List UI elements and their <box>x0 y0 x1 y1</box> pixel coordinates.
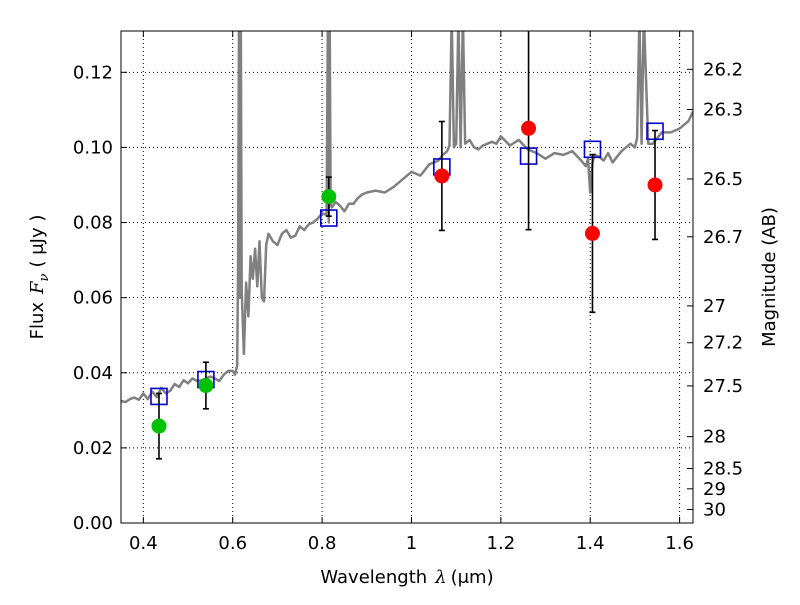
axis-ticks: 0.4 0.6 0.8 1 1.2 1.4 1.6 0.00 0.02 0.04 0.06 0.08 0… <box>73 31 743 554</box>
x-axis-label-unit: (μm) <box>451 567 494 588</box>
spectrum-line <box>121 31 693 404</box>
y-axis-label-unit: ( μJy ) <box>27 215 48 268</box>
y2-tick-label: 27 <box>703 296 726 317</box>
y2-tick-label: 28.5 <box>703 459 743 480</box>
red-data-point <box>647 177 663 193</box>
x-tick-label: 1.6 <box>665 533 694 554</box>
x-tick-label: 1.2 <box>487 533 516 554</box>
x-tick-label: 0.8 <box>308 533 337 554</box>
x-tick-label: 0.4 <box>129 533 158 554</box>
green-data-point <box>198 378 214 394</box>
y2-tick-label: 27.5 <box>703 376 743 397</box>
x-axis-label-text: Wavelength <box>320 567 427 588</box>
y-axis-label-subscript: ν <box>37 273 52 281</box>
data-marks <box>150 31 664 460</box>
y-axis-label-symbol: F <box>27 280 48 295</box>
y-tick-label: 0.06 <box>73 288 113 309</box>
grid-lines <box>121 31 693 524</box>
y-tick-label: 0.02 <box>73 438 113 459</box>
y-tick-label: 0.12 <box>73 62 113 83</box>
y-tick-label: 0.04 <box>73 363 113 384</box>
x-tick-label: 0.6 <box>218 533 247 554</box>
red-data-point <box>584 225 600 241</box>
y-axis-label-text: Flux <box>27 302 48 340</box>
green-data-point <box>151 418 167 434</box>
red-data-point <box>521 120 537 136</box>
y-axis-label: Flux Fν ( μJy ) <box>27 215 52 340</box>
plot-frame <box>120 30 694 524</box>
y2-tick-label: 26.2 <box>703 59 743 80</box>
red-data-point <box>434 168 450 184</box>
y2-tick-label: 30 <box>703 499 726 520</box>
y2-tick-label: 28 <box>703 427 726 448</box>
y2-tick-label: 26.7 <box>703 227 743 248</box>
x-axis-label: Wavelength λ (μm) <box>320 567 493 588</box>
spectrum-layer <box>121 31 693 404</box>
x-axis-label-symbol: λ <box>434 567 446 588</box>
y-tick-label: 0.08 <box>73 213 113 234</box>
y2-axis-label: Magnitude (AB) <box>759 207 780 347</box>
x-tick-label: 1 <box>406 533 417 554</box>
x-tick-label: 1.4 <box>576 533 605 554</box>
y-tick-label: 0.10 <box>73 137 113 158</box>
y2-tick-label: 26.5 <box>703 169 743 190</box>
y-tick-label: 0.00 <box>73 513 113 534</box>
y2-tick-label: 29 <box>703 479 726 500</box>
green-data-point <box>321 189 337 205</box>
y2-tick-label: 26.3 <box>703 99 743 120</box>
y2-tick-label: 27.2 <box>703 333 743 354</box>
